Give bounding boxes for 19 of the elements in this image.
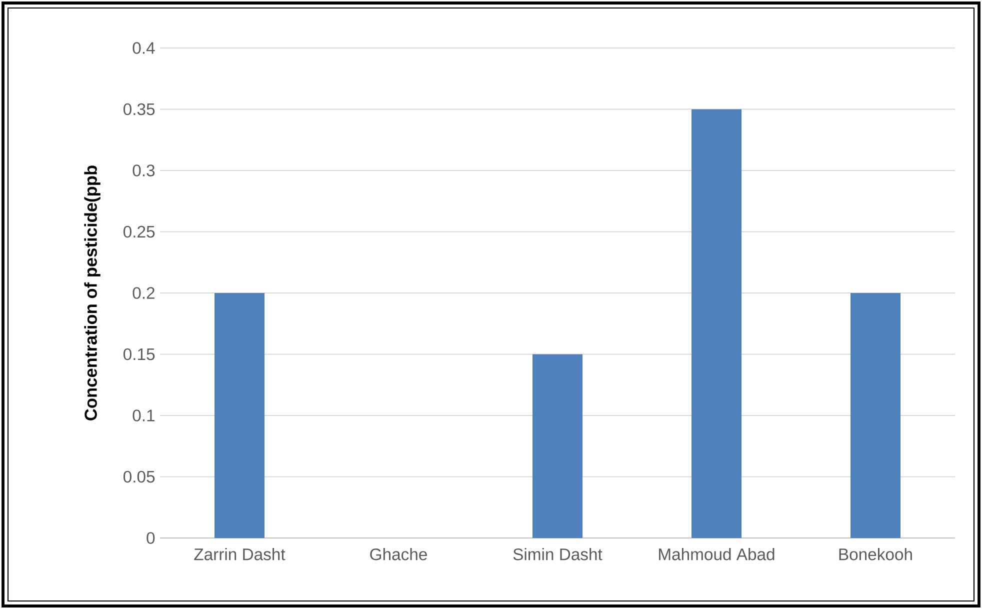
x-tick-label: Bonekooh	[839, 548, 912, 560]
y-tick-label: 0.3	[132, 164, 155, 176]
x-tick-label: Mahmoud Abad	[659, 548, 774, 560]
x-tick-label: Zarrin Dasht	[194, 548, 286, 560]
y-tick-label: 0.05	[124, 470, 155, 483]
bar	[214, 292, 264, 538]
x-tick-label: Ghache	[370, 548, 427, 560]
y-tick-label: 0.15	[124, 348, 155, 360]
y-axis-title: Concentration of pesticide(ppb	[84, 166, 100, 420]
bar	[850, 292, 900, 538]
y-tick-label: 0.4	[132, 42, 155, 54]
y-tick-label: 0.25	[124, 226, 155, 238]
y-tick-label: 0.1	[132, 410, 154, 422]
bar	[691, 109, 742, 538]
y-tick-label: 0	[146, 532, 155, 544]
bar	[532, 354, 582, 538]
y-tick-label: 0.35	[124, 103, 155, 116]
x-tick-label: Simin Dasht	[513, 548, 602, 560]
y-tick-label: 0.2	[132, 287, 154, 299]
